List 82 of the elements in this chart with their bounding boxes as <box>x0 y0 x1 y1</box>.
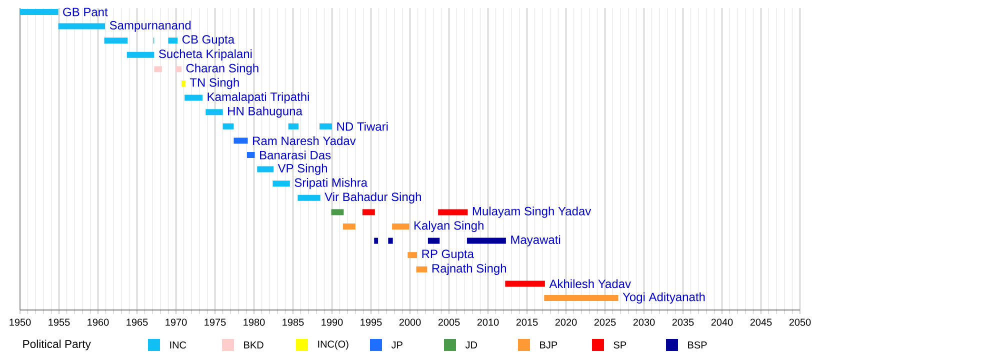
legend-label: BSP <box>688 341 707 349</box>
bar <box>505 280 545 287</box>
legend-title: Political Party <box>23 340 91 350</box>
x-tick-label: 2010 <box>477 318 499 326</box>
y-tick-label: Kamalapati Tripathi <box>208 92 309 104</box>
x-tick-label: 1980 <box>244 318 265 326</box>
y-tick-label: Yogi Adityanath <box>622 292 705 304</box>
bar <box>342 223 356 230</box>
bar <box>374 238 378 244</box>
bar <box>20 8 58 15</box>
x-tick-label: 2040 <box>711 318 733 326</box>
bar <box>234 138 248 144</box>
bar <box>246 152 255 158</box>
bar <box>416 266 428 272</box>
x-tick-label: 2035 <box>672 318 694 326</box>
y-tick-label: Mayawati <box>511 235 560 246</box>
bar <box>154 66 162 72</box>
y-tick-label: Sampurnanand <box>110 20 191 32</box>
bar <box>428 238 440 244</box>
x-tick-label: 2000 <box>399 318 421 326</box>
y-tick-label: Ram Naresh Yadav <box>253 136 356 146</box>
y-tick-label: CB Gupta <box>182 35 235 46</box>
x-tick-label: 1990 <box>322 318 343 326</box>
bar <box>466 238 506 244</box>
bar <box>438 209 468 216</box>
x-tick-label: 1965 <box>126 318 148 326</box>
y-tick-label: ND Tiwari <box>337 122 388 131</box>
bar <box>222 123 234 130</box>
bar <box>408 252 418 258</box>
legend-label: INC <box>170 341 186 349</box>
y-tick-label: GB Pant <box>63 8 108 16</box>
legend-label: BJP <box>540 341 558 348</box>
y-tick-label: Sucheta Kripalani <box>158 49 252 60</box>
y-tick-label: Rajnath Singh <box>432 264 506 275</box>
bar <box>298 194 320 201</box>
x-tick-label: 1985 <box>282 318 304 326</box>
bar <box>388 238 393 244</box>
bar <box>168 38 178 44</box>
bar <box>104 38 128 44</box>
y-tick-label: Charan Singh <box>186 64 258 75</box>
bar <box>181 80 186 86</box>
legend-label: JP <box>391 341 402 348</box>
bar <box>58 23 106 30</box>
x-tick-label: 2005 <box>438 318 460 326</box>
x-tick-label: 1995 <box>360 318 382 326</box>
bar <box>272 180 290 187</box>
x-tick-label: 2020 <box>555 318 577 326</box>
bar <box>320 123 332 130</box>
x-tick-label: 2045 <box>750 318 772 326</box>
y-tick-label: TN Singh <box>190 78 239 90</box>
x-tick-label: 1970 <box>166 318 187 326</box>
x-tick-label: 2050 <box>789 318 811 326</box>
y-tick-label: Vir Bahadur Singh <box>324 192 421 204</box>
y-tick-label: Sripati Mishra <box>294 178 368 190</box>
y-tick-label: HN Bahuguna <box>228 106 302 118</box>
y-tick-label: RP Gupta <box>422 250 474 261</box>
bar <box>331 209 344 216</box>
bar <box>176 66 182 72</box>
bar <box>184 94 203 101</box>
bar <box>206 109 223 116</box>
bar <box>544 294 618 301</box>
x-tick-label: 2030 <box>633 318 655 326</box>
y-tick-label: Mulayam Singh Yadav <box>472 206 592 218</box>
legend-label: SP <box>614 341 626 349</box>
legend-label: JD <box>465 341 478 348</box>
x-tick-label: 1950 <box>10 318 31 326</box>
bar <box>257 166 274 172</box>
x-tick-label: 1960 <box>88 318 109 326</box>
bar <box>392 223 410 230</box>
y-tick-label: Akhilesh Yadav <box>549 279 631 288</box>
y-tick-label: Kalyan Singh <box>414 220 484 232</box>
legend-label: INC(O) <box>318 340 348 350</box>
y-tick-label: Banarasi Das <box>260 150 331 160</box>
y-tick-label: VP Singh <box>278 164 328 175</box>
x-tick-label: 2015 <box>516 318 538 326</box>
x-tick-label: 1975 <box>204 318 226 326</box>
x-tick-label: 1955 <box>48 318 70 326</box>
bar <box>288 123 298 130</box>
legend-label: BKD <box>244 342 264 348</box>
bar <box>126 52 154 58</box>
bar <box>362 209 375 216</box>
x-tick-label: 2025 <box>594 318 616 326</box>
